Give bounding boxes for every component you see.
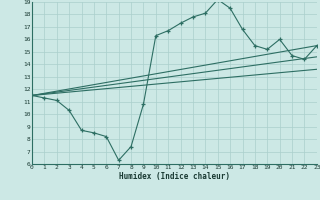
X-axis label: Humidex (Indice chaleur): Humidex (Indice chaleur): [119, 172, 230, 181]
